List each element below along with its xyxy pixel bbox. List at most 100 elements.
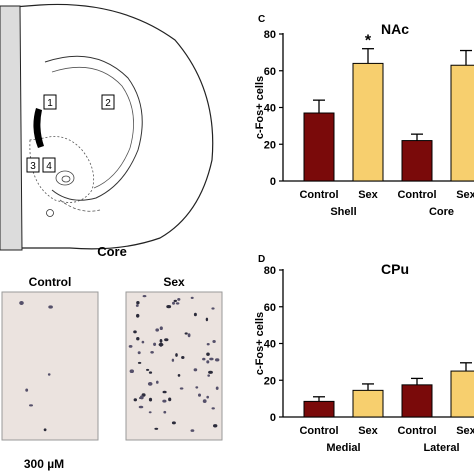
stained-nucleus bbox=[158, 342, 164, 347]
stained-nucleus bbox=[184, 332, 188, 335]
group-label: Shell bbox=[330, 206, 356, 218]
stained-nucleus bbox=[206, 360, 210, 364]
stained-nucleus bbox=[202, 357, 206, 361]
brain-atlas-diagram: 1 2 3 4 bbox=[0, 3, 214, 251]
stained-nucleus bbox=[129, 369, 134, 374]
stained-nucleus bbox=[175, 302, 180, 305]
stained-nucleus bbox=[133, 398, 137, 402]
stained-nucleus bbox=[193, 312, 197, 317]
y-axis-label: c-Fos+ cells bbox=[254, 312, 266, 375]
stained-nucleus bbox=[212, 340, 216, 343]
stained-nucleus bbox=[154, 427, 159, 430]
stained-nucleus bbox=[179, 387, 184, 390]
y-tick-label: 0 bbox=[270, 176, 276, 188]
x-tick-label: Sex bbox=[358, 425, 378, 437]
stained-nucleus bbox=[193, 368, 198, 372]
stained-nucleus bbox=[208, 370, 213, 374]
stained-nucleus bbox=[172, 301, 175, 305]
scale-label: 300 µM bbox=[24, 457, 64, 471]
stained-nucleus bbox=[150, 351, 154, 354]
stained-nucleus bbox=[175, 353, 178, 357]
cpu-chart: D CPu c-Fos+ cells 0 20 40 60 80 Control Sex Contr… bbox=[254, 254, 474, 454]
atlas-box-4: 4 bbox=[46, 161, 52, 172]
stained-nucleus bbox=[128, 345, 133, 348]
y-tick-label: 80 bbox=[264, 29, 276, 41]
stained-nucleus bbox=[135, 304, 139, 307]
stained-nucleus bbox=[187, 333, 191, 338]
control-photo bbox=[1, 291, 99, 441]
stained-nucleus bbox=[215, 386, 219, 390]
stained-nucleus bbox=[142, 295, 147, 298]
group-label: Lateral bbox=[423, 442, 459, 454]
stained-nucleus bbox=[190, 296, 194, 299]
stained-nucleus bbox=[171, 358, 175, 362]
atlas-box-1: 1 bbox=[47, 98, 53, 109]
stained-nucleus bbox=[29, 404, 33, 407]
bar bbox=[303, 400, 335, 418]
x-tick-label: Sex bbox=[456, 189, 474, 201]
stained-nucleus bbox=[138, 405, 144, 409]
bar bbox=[303, 112, 335, 182]
stained-nucleus bbox=[43, 428, 47, 432]
x-tick-label: Control bbox=[397, 425, 436, 437]
bar bbox=[401, 384, 433, 418]
stained-nucleus bbox=[153, 342, 157, 346]
stained-nucleus bbox=[206, 343, 210, 346]
control-photo-cells bbox=[19, 301, 53, 432]
y-tick-label: 20 bbox=[264, 375, 276, 387]
bar bbox=[401, 140, 433, 182]
y-tick-label: 0 bbox=[270, 412, 276, 424]
stained-nucleus bbox=[136, 301, 140, 305]
stained-nucleus bbox=[209, 357, 214, 361]
significance-marker: * bbox=[365, 33, 372, 50]
stained-nucleus bbox=[147, 382, 153, 386]
stained-nucleus bbox=[159, 326, 163, 331]
y-tick-label: 20 bbox=[264, 139, 276, 151]
stained-nucleus bbox=[207, 374, 210, 377]
x-tick-label: Control bbox=[299, 425, 338, 437]
stained-nucleus bbox=[156, 380, 159, 384]
stained-nucleus bbox=[163, 410, 167, 414]
x-tick-label: Control bbox=[299, 189, 338, 201]
x-tick-label: Sex bbox=[358, 189, 378, 201]
x-tick-label: Control bbox=[397, 189, 436, 201]
stained-nucleus bbox=[159, 339, 163, 343]
panel-letter: C bbox=[258, 14, 265, 25]
stained-nucleus bbox=[177, 298, 181, 301]
stained-nucleus bbox=[211, 407, 215, 410]
stained-nucleus bbox=[148, 397, 153, 402]
bar bbox=[352, 389, 384, 418]
stained-nucleus bbox=[173, 299, 177, 303]
chart-title: NAc bbox=[381, 21, 409, 37]
stained-nucleus bbox=[166, 305, 172, 309]
stained-nucleus bbox=[141, 340, 145, 344]
group-label: Medial bbox=[326, 442, 360, 454]
bar bbox=[450, 64, 474, 182]
stained-nucleus bbox=[195, 386, 199, 389]
stained-nucleus bbox=[133, 330, 137, 334]
bar bbox=[352, 62, 384, 182]
stained-nucleus bbox=[155, 328, 159, 332]
stained-nucleus bbox=[177, 374, 181, 377]
y-tick-label: 80 bbox=[264, 265, 276, 277]
stained-nucleus bbox=[47, 373, 51, 376]
stained-nucleus bbox=[25, 388, 29, 392]
stained-nucleus bbox=[213, 424, 218, 428]
y-tick-label: 60 bbox=[264, 302, 276, 314]
group-label: Core bbox=[429, 206, 454, 218]
stained-nucleus bbox=[198, 393, 201, 397]
stained-nucleus bbox=[190, 429, 195, 432]
panel-letter: D bbox=[258, 254, 265, 265]
stained-nucleus bbox=[206, 395, 209, 399]
stained-nucleus bbox=[19, 301, 24, 305]
sex-photo-cells bbox=[128, 295, 220, 432]
stained-nucleus bbox=[146, 368, 150, 371]
stained-nucleus bbox=[48, 305, 53, 309]
stained-nucleus bbox=[148, 411, 152, 414]
stained-nucleus bbox=[162, 399, 167, 403]
chart-title: CPu bbox=[381, 261, 409, 277]
atlas-box-3: 3 bbox=[30, 161, 36, 172]
y-tick-label: 40 bbox=[264, 339, 276, 351]
stained-nucleus bbox=[148, 371, 153, 374]
